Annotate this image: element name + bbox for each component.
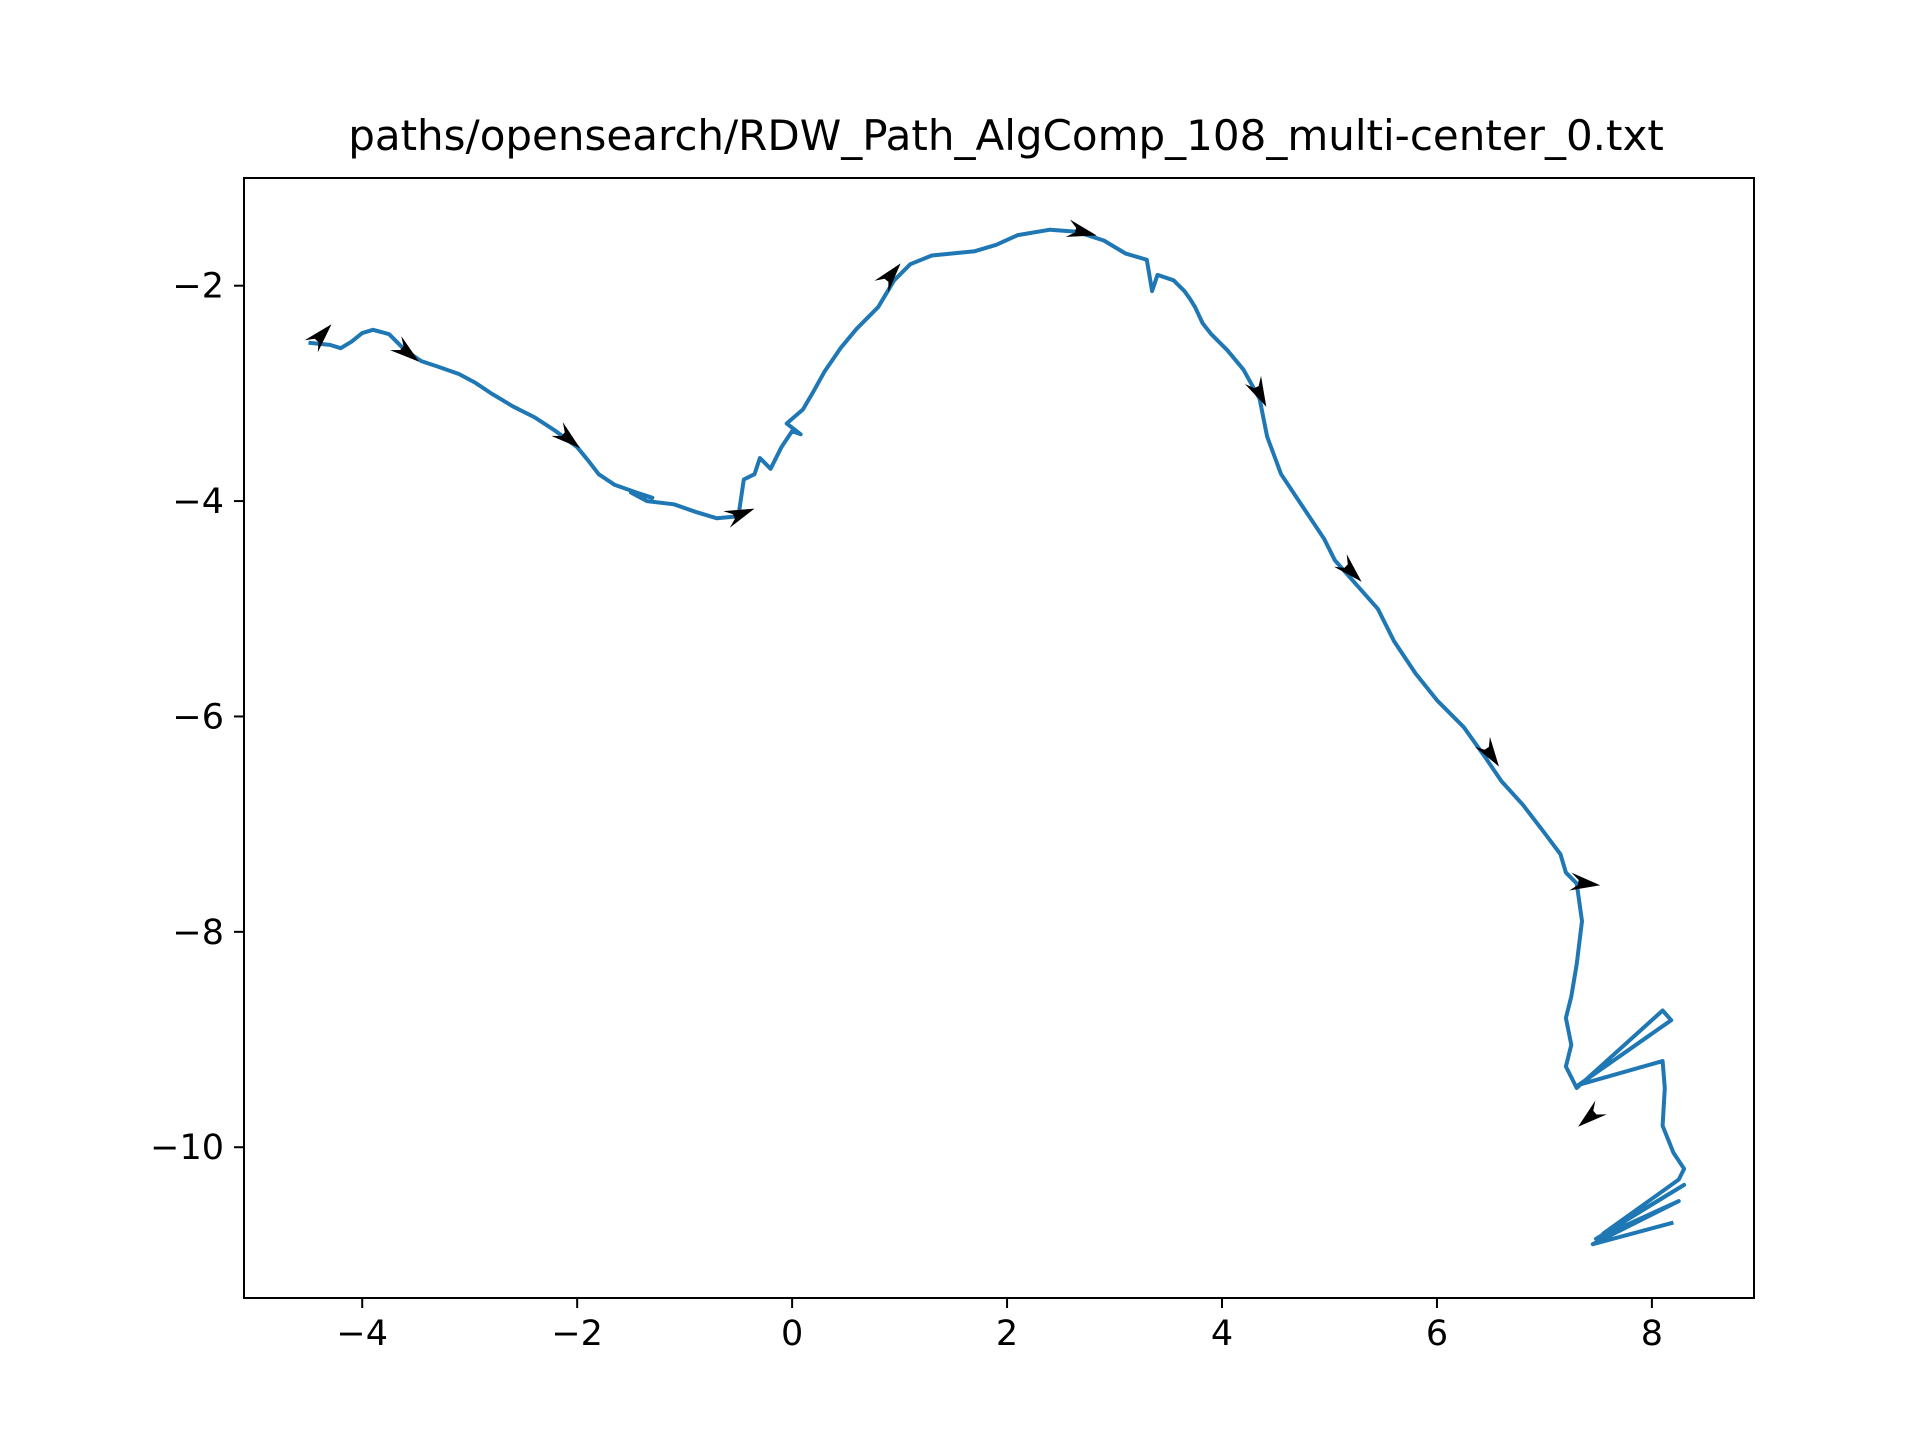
direction-arrow: [1334, 554, 1362, 582]
axes: −4 −2 0 2 4 6 8 −2 −4 −6 −8 −10: [150, 177, 1755, 1354]
x-tick-label: 8: [1641, 1314, 1663, 1354]
direction-arrow: [1244, 375, 1267, 407]
direction-arrow: [1474, 736, 1499, 767]
plot-frame: [243, 177, 1755, 1299]
direction-arrow: [390, 336, 420, 362]
x-tick-label: 0: [781, 1314, 803, 1354]
x-tick-label: 6: [1426, 1314, 1448, 1354]
path-line: [308, 227, 1687, 1247]
x-tick-label: −2: [551, 1314, 603, 1354]
x-tick-label: −4: [336, 1314, 388, 1354]
direction-arrow: [1065, 219, 1097, 237]
direction-arrow: [1578, 1100, 1607, 1127]
direction-arrow: [723, 508, 755, 528]
chart-title: paths/opensearch/RDW_Path_AlgComp_108_mu…: [348, 111, 1664, 160]
y-tick-label: −6: [172, 697, 224, 737]
direction-arrow: [874, 263, 901, 293]
y-tick-label: −2: [172, 267, 224, 307]
direction-arrow: [304, 324, 332, 353]
direction-arrow: [551, 422, 581, 449]
direction-arrow: [1569, 872, 1601, 891]
y-tick-label: −8: [172, 913, 224, 953]
y-tick-label: −4: [172, 482, 224, 522]
x-tick-label: 4: [1211, 1314, 1233, 1354]
x-tick-label: 2: [996, 1314, 1018, 1354]
plot-area: [304, 219, 1687, 1247]
y-tick-label: −10: [150, 1128, 224, 1168]
